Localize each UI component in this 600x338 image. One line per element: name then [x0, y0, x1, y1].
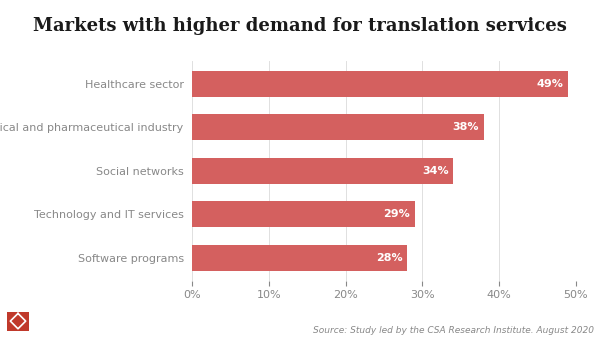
Text: 29%: 29%: [383, 209, 410, 219]
Bar: [192, 71, 568, 97]
Bar: [192, 244, 407, 270]
Text: Source: Study led by the CSA Research Institute. August 2020: Source: Study led by the CSA Research In…: [313, 325, 594, 335]
Text: 49%: 49%: [537, 79, 564, 89]
Bar: [192, 158, 453, 184]
Bar: [192, 114, 484, 140]
Text: 34%: 34%: [422, 166, 449, 176]
FancyBboxPatch shape: [7, 312, 29, 331]
Text: Markets with higher demand for translation services: Markets with higher demand for translati…: [33, 17, 567, 35]
Text: 28%: 28%: [376, 252, 403, 263]
Bar: [192, 201, 415, 227]
Text: 38%: 38%: [453, 122, 479, 132]
